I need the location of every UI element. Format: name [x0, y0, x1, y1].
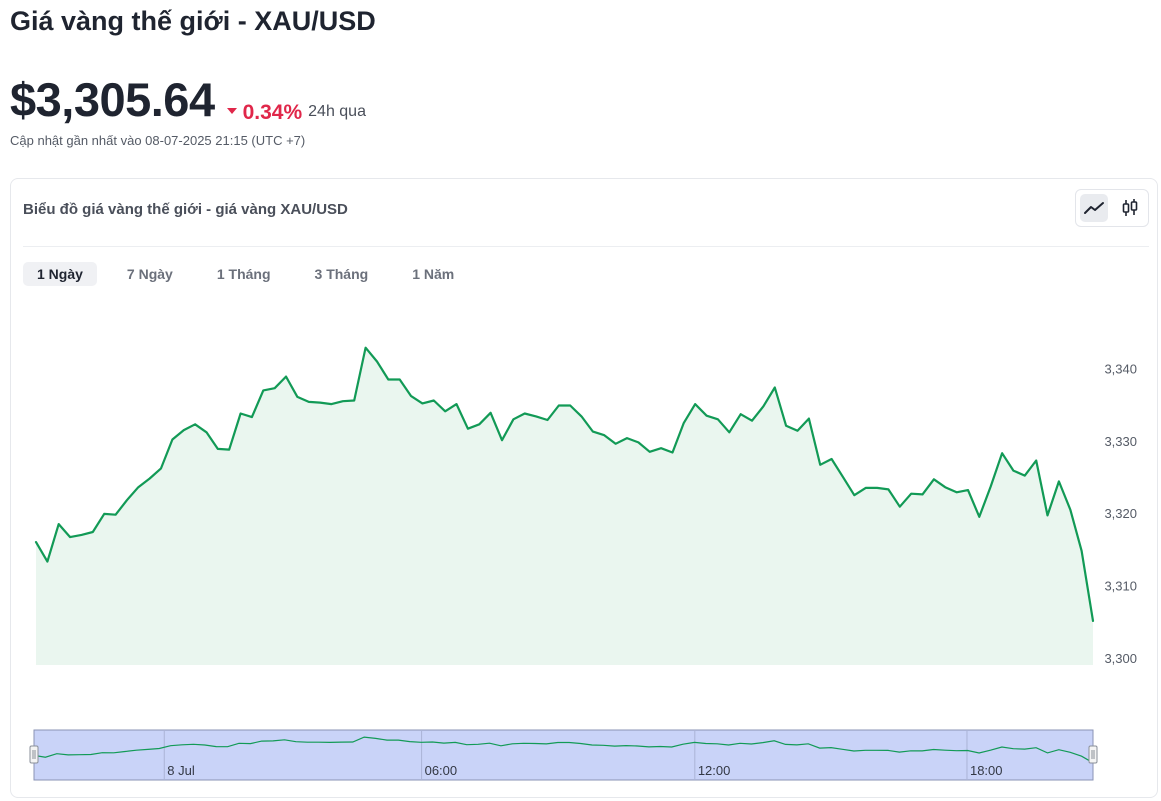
navigator-tick-label: 18:00 — [970, 763, 1003, 778]
y-tick-label: 3,330 — [1104, 434, 1137, 449]
navigator-tick-label: 06:00 — [425, 763, 458, 778]
price-change: 0.34% — [226, 101, 303, 125]
line-chart-button[interactable] — [1080, 194, 1108, 222]
candlestick-button[interactable] — [1116, 194, 1144, 222]
range-tab-1-month[interactable]: 1 Tháng — [216, 266, 271, 282]
current-price: $3,305.64 — [10, 73, 215, 126]
navigator-tick-label: 12:00 — [698, 763, 731, 778]
page-title: Giá vàng thế giới - XAU/USD — [10, 6, 376, 36]
navigator-right-handle[interactable] — [1088, 745, 1098, 764]
y-tick-label: 3,310 — [1104, 579, 1137, 594]
chart-card: Biểu đồ giá vàng thế giới - giá vàng XAU… — [10, 178, 1158, 798]
price-chart: 3,340 3,330 3,320 3,310 3,300 8 Jul 06:00 12:00… — [29, 346, 1137, 781]
chart-type-toggle — [1075, 189, 1149, 227]
line-chart-icon — [1084, 202, 1104, 214]
navigator-series-line — [33, 736, 1094, 764]
range-tab-3-months[interactable]: 3 Tháng — [314, 266, 369, 282]
navigator-left-handle[interactable] — [29, 745, 39, 764]
price-series-line — [34, 346, 1095, 622]
handle-body[interactable] — [29, 745, 39, 764]
candlestick-icon — [1122, 199, 1138, 216]
handle-body[interactable] — [1088, 745, 1098, 764]
heading-divider — [23, 246, 1149, 247]
last-updated: Cập nhật gần nhất vào 08-07-2025 21:15 (… — [10, 133, 306, 148]
price-change-value: 0.34% — [242, 101, 303, 124]
down-arrow-icon — [226, 108, 237, 114]
range-tab-1-day[interactable]: 1 Ngày — [23, 262, 97, 286]
price-row: $3,305.64 0.34% 24h qua — [10, 72, 366, 127]
chart-heading: Biểu đồ giá vàng thế giới - giá vàng XAU… — [23, 201, 348, 218]
y-tick-label: 3,300 — [1104, 651, 1137, 666]
range-tab-7-days[interactable]: 7 Ngày — [126, 266, 173, 282]
range-tabs: 1 Ngày 7 Ngày 1 Tháng 3 Tháng 1 Năm — [23, 262, 484, 286]
y-tick-label: 3,320 — [1104, 506, 1137, 521]
y-tick-label: 3,340 — [1104, 362, 1137, 377]
range-tab-1-year[interactable]: 1 Năm — [412, 266, 455, 282]
change-period: 24h qua — [308, 103, 366, 120]
price-area — [36, 347, 1093, 665]
navigator-tick-label: 8 Jul — [167, 763, 195, 778]
navigator-window[interactable] — [33, 729, 1094, 781]
